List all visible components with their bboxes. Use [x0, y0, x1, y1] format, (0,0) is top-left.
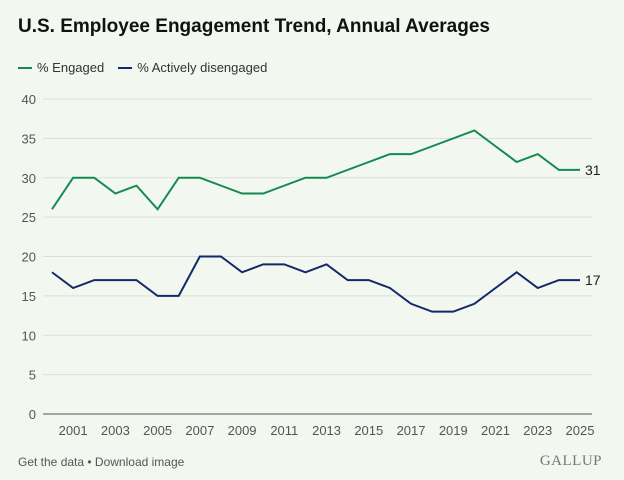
end-label: 17: [585, 272, 601, 288]
footer: Get the data • Download image: [18, 455, 184, 469]
legend: % Engaged % Actively disengaged: [18, 60, 267, 75]
x-tick-label: 2005: [143, 423, 172, 438]
y-tick-label: 40: [22, 92, 36, 107]
x-tick-label: 2015: [354, 423, 383, 438]
x-tick-label: 2019: [439, 423, 468, 438]
footer-separator: •: [84, 455, 95, 469]
series-line-disengaged: [51, 255, 580, 313]
y-tick-label: 25: [22, 210, 36, 225]
legend-label-disengaged: % Actively disengaged: [137, 60, 268, 75]
gallup-logo: GALLUP: [539, 453, 602, 469]
y-tick-label: 30: [22, 171, 36, 186]
legend-item-engaged: % Engaged: [18, 60, 104, 75]
x-tick-label: 2017: [397, 423, 426, 438]
y-tick-label: 5: [29, 368, 36, 383]
legend-swatch-disengaged: [118, 66, 133, 69]
x-tick-label: 2003: [101, 423, 130, 438]
download-image-link[interactable]: Download image: [94, 455, 185, 469]
legend-item-disengaged: % Actively disengaged: [118, 60, 267, 75]
x-tick-label: 2021: [481, 423, 510, 438]
x-tick-label: 2025: [566, 423, 595, 438]
chart-title: U.S. Employee Engagement Trend, Annual A…: [18, 16, 490, 37]
end-label: 31: [585, 162, 601, 178]
y-tick-label: 35: [22, 131, 36, 146]
x-tick-label: 2007: [185, 423, 214, 438]
y-tick-label: 10: [22, 328, 36, 343]
y-tick-label: 20: [22, 250, 36, 265]
y-tick-label: 0: [29, 407, 36, 422]
x-tick-label: 2023: [523, 423, 552, 438]
x-tick-label: 2013: [312, 423, 341, 438]
x-tick-label: 2001: [59, 423, 88, 438]
get-data-link[interactable]: Get the data: [18, 455, 85, 469]
y-tick-label: 15: [22, 289, 36, 304]
series-line-engaged: [51, 129, 580, 211]
x-tick-label: 2011: [270, 423, 298, 438]
x-tick-label: 2009: [228, 423, 257, 438]
legend-swatch-engaged: [18, 66, 32, 69]
legend-label-engaged: % Engaged: [37, 60, 105, 75]
